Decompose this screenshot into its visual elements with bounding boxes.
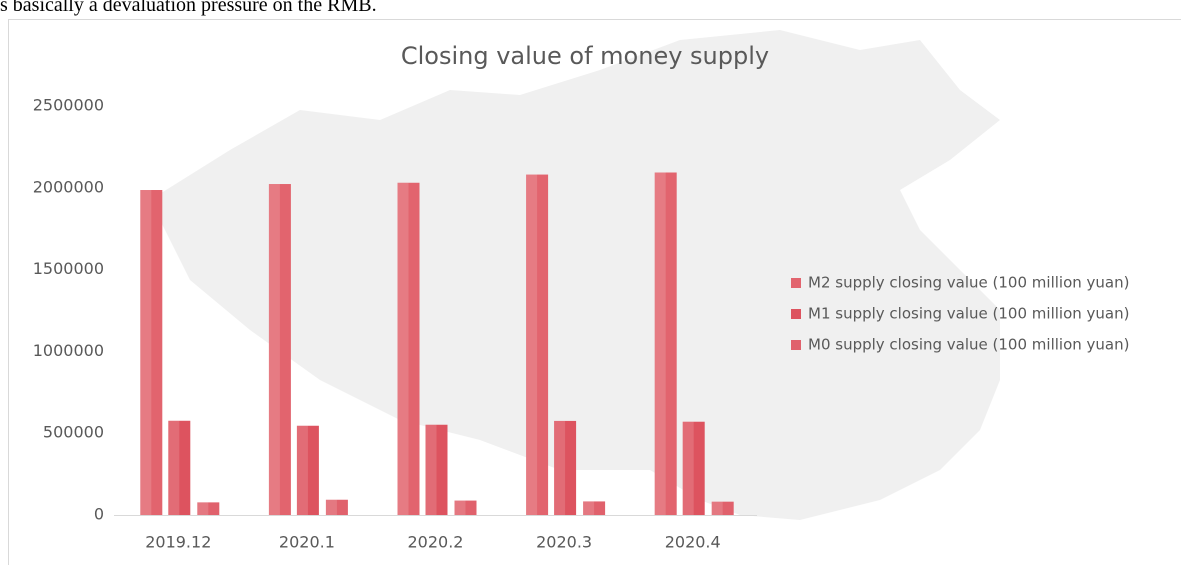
y-tick-label: 2500000 bbox=[33, 96, 104, 115]
y-tick-label: 1500000 bbox=[33, 259, 104, 278]
bar-highlight bbox=[554, 420, 566, 515]
bar bbox=[168, 420, 191, 515]
bar bbox=[583, 501, 606, 515]
y-tick-label: 0 bbox=[94, 505, 104, 524]
bar-highlight bbox=[654, 172, 666, 515]
bar-highlight bbox=[425, 424, 437, 515]
x-tick-label: 2020.2 bbox=[408, 533, 464, 552]
bar bbox=[425, 424, 448, 515]
x-tick-label: 2020.3 bbox=[536, 533, 592, 552]
bar bbox=[526, 174, 549, 516]
legend-label: M0 supply closing value (100 million yua… bbox=[808, 336, 1129, 354]
map-background bbox=[150, 30, 1000, 520]
x-tick-label: 2019.12 bbox=[145, 533, 211, 552]
bar-highlight bbox=[397, 182, 409, 515]
chart-border bbox=[8, 19, 1181, 565]
bar bbox=[296, 425, 319, 515]
bar-highlight bbox=[325, 499, 337, 515]
x-tick-label: 2020.4 bbox=[665, 533, 721, 552]
bar bbox=[454, 500, 477, 515]
bar-highlight bbox=[682, 421, 694, 515]
bar-highlight bbox=[454, 500, 466, 515]
legend-swatch bbox=[791, 309, 801, 319]
bar bbox=[711, 501, 734, 515]
bar-highlight bbox=[583, 501, 595, 515]
bar-highlight bbox=[526, 174, 538, 516]
y-tick-label: 1000000 bbox=[33, 341, 104, 360]
chart-title: Closing value of money supply bbox=[401, 42, 769, 70]
bar bbox=[197, 502, 220, 515]
bar-highlight bbox=[711, 501, 723, 515]
bar-highlight bbox=[197, 502, 209, 515]
bar-highlight bbox=[296, 425, 308, 515]
bar bbox=[325, 499, 348, 515]
y-tick-label: 2000000 bbox=[33, 177, 104, 196]
bar bbox=[140, 190, 163, 515]
bar bbox=[554, 420, 577, 515]
bar bbox=[654, 172, 677, 515]
bar-highlight bbox=[140, 190, 152, 515]
bar-highlight bbox=[168, 420, 180, 515]
legend-swatch bbox=[791, 278, 801, 288]
legend-swatch bbox=[791, 340, 801, 350]
document-text: s basically a devaluation pressure on th… bbox=[0, 0, 377, 16]
legend-label: M2 supply closing value (100 million yua… bbox=[808, 274, 1129, 292]
bar bbox=[397, 182, 420, 515]
x-tick-label: 2020.1 bbox=[279, 533, 335, 552]
bar bbox=[268, 184, 291, 516]
y-tick-label: 500000 bbox=[43, 423, 104, 442]
bar bbox=[682, 421, 705, 515]
bar-highlight bbox=[268, 184, 280, 516]
legend-label: M1 supply closing value (100 million yua… bbox=[808, 305, 1129, 323]
